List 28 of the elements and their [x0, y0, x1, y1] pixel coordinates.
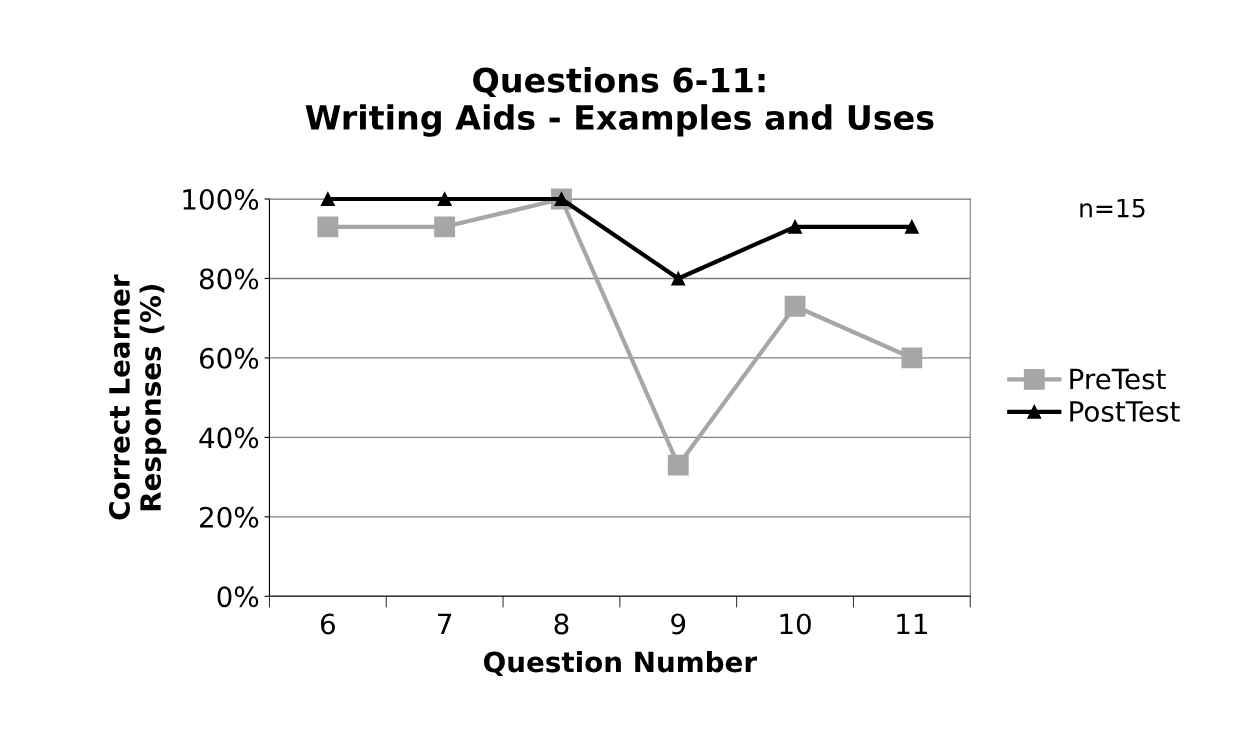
point — [437, 192, 452, 206]
point — [671, 271, 686, 286]
point — [320, 192, 335, 206]
x-tick-label: 11 — [897, 613, 927, 635]
point — [434, 216, 456, 238]
point — [901, 347, 923, 369]
legend-label: PostTest — [1070, 401, 1180, 422]
y-axis-title: Correct Learner Responses (%) — [108, 274, 167, 520]
point — [904, 219, 919, 234]
y-tick-label: 40% — [199, 427, 259, 449]
y-tick-label: 80% — [199, 268, 259, 290]
point — [788, 219, 803, 234]
x-tick-label: 9 — [671, 613, 686, 635]
x-axis-title: Question Number — [484, 650, 758, 677]
x-tick-label: 8 — [554, 613, 569, 635]
point — [784, 295, 806, 317]
y-tick-label: 60% — [199, 347, 259, 369]
y-tick-label: 0% — [217, 586, 259, 608]
x-tick-label: 6 — [320, 613, 335, 635]
point — [667, 454, 689, 476]
y-tick-label: 20% — [200, 506, 259, 528]
x-tick-label: 10 — [780, 613, 811, 635]
x-tick-label: 7 — [438, 613, 452, 635]
chart-title: Questions 6-11: Writing Aids - Examples and Uses — [305, 66, 934, 137]
legend-label: PreTest — [1070, 368, 1166, 390]
point — [317, 216, 339, 238]
y-tick-label: 100% — [183, 188, 259, 210]
text: n=15 — [1080, 198, 1145, 218]
